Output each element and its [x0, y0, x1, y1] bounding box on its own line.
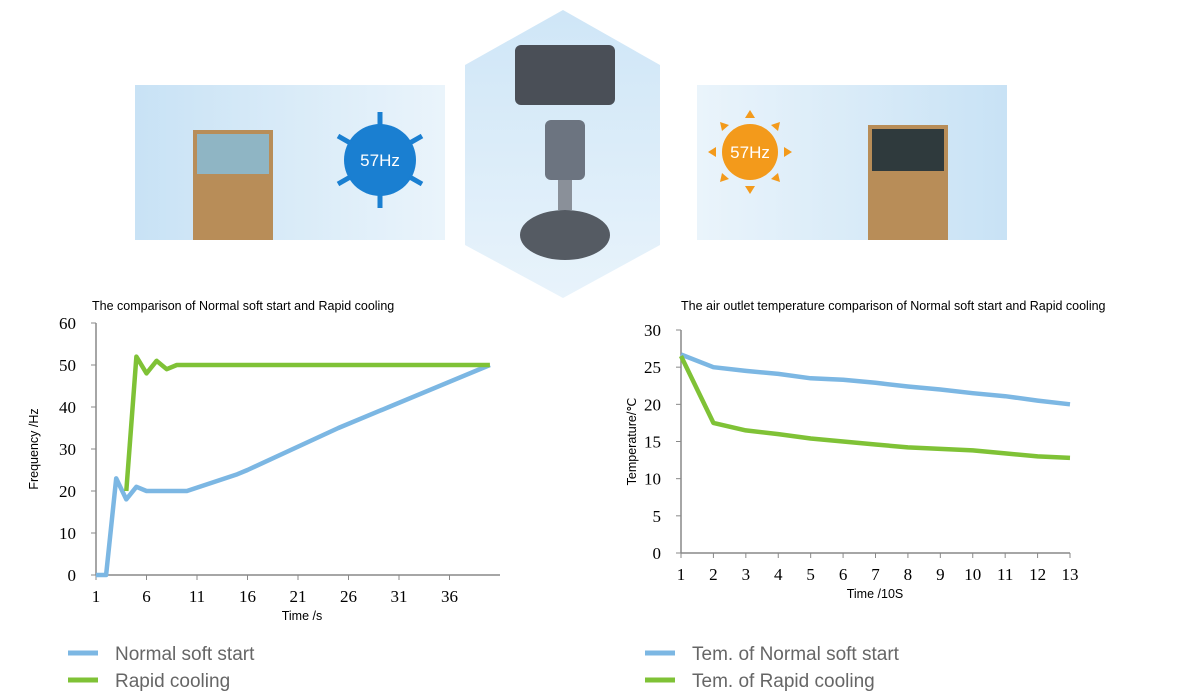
x-tick-label: 16 — [239, 587, 256, 606]
x-tick-label: 11 — [997, 565, 1013, 584]
x-tick-label: 36 — [441, 587, 458, 606]
x-tick-label: 31 — [391, 587, 408, 606]
sun-rays — [708, 110, 792, 194]
y-axis-label: Frequency /Hz — [27, 408, 41, 489]
x-axis-label: Time /s — [282, 609, 323, 623]
y-tick-label: 30 — [59, 440, 76, 459]
legend-label: Tem. of Normal soft start — [692, 644, 900, 665]
chart-title: The air outlet temperature comparison of… — [681, 299, 1106, 313]
legend-label: Rapid cooling — [115, 671, 230, 692]
series-line — [124, 354, 490, 492]
x-tick-label: 6 — [839, 565, 848, 584]
x-tick-label: 6 — [142, 587, 151, 606]
x-tick-label: 10 — [964, 565, 981, 584]
x-tick-label: 2 — [709, 565, 718, 584]
y-tick-label: 25 — [644, 358, 661, 377]
sun — [722, 124, 778, 180]
y-tick-label: 0 — [68, 566, 77, 585]
legend-label: Tem. of Rapid cooling — [692, 671, 875, 692]
snowflake-core — [346, 126, 414, 194]
shaft — [558, 180, 572, 210]
ac-grille — [197, 134, 269, 174]
badge-text: 57Hz — [730, 143, 770, 162]
series-line — [678, 355, 1071, 461]
y-tick-label: 40 — [59, 398, 76, 417]
y-tick-label: 20 — [644, 395, 661, 414]
y-tick-label: 50 — [59, 356, 76, 375]
x-tick-label: 9 — [936, 565, 945, 584]
y-tick-label: 10 — [59, 524, 76, 543]
x-tick-label: 11 — [189, 587, 205, 606]
x-tick-label: 1 — [677, 565, 686, 584]
stator — [515, 45, 615, 105]
base — [520, 210, 610, 260]
series-line — [96, 362, 491, 578]
hero-images: 57Hz 57Hz — [135, 10, 1007, 298]
y-tick-label: 15 — [644, 433, 661, 452]
y-tick-label: 10 — [644, 470, 661, 489]
x-axis-label: Time /10S — [847, 587, 904, 601]
chart-title: The comparison of Normal soft start and … — [92, 299, 394, 313]
x-tick-label: 5 — [806, 565, 815, 584]
y-tick-label: 30 — [644, 321, 661, 340]
y-axis-label: Temperature/℃ — [625, 398, 639, 486]
series-line — [680, 352, 1071, 407]
x-tick-label: 3 — [742, 565, 751, 584]
x-tick-label: 8 — [904, 565, 913, 584]
x-tick-label: 1 — [92, 587, 101, 606]
y-tick-label: 60 — [59, 314, 76, 333]
x-tick-label: 26 — [340, 587, 357, 606]
y-tick-label: 20 — [59, 482, 76, 501]
x-tick-label: 7 — [871, 565, 880, 584]
x-tick-label: 4 — [774, 565, 783, 584]
x-tick-label: 13 — [1062, 565, 1079, 584]
x-tick-label: 12 — [1029, 565, 1046, 584]
y-tick-label: 5 — [653, 507, 662, 526]
badge-text: 57Hz — [360, 151, 400, 170]
legend-label: Normal soft start — [115, 644, 255, 665]
y-tick-label: 0 — [653, 544, 662, 563]
x-tick-label: 21 — [290, 587, 307, 606]
ac-grille — [872, 129, 944, 171]
rotor — [545, 120, 585, 180]
